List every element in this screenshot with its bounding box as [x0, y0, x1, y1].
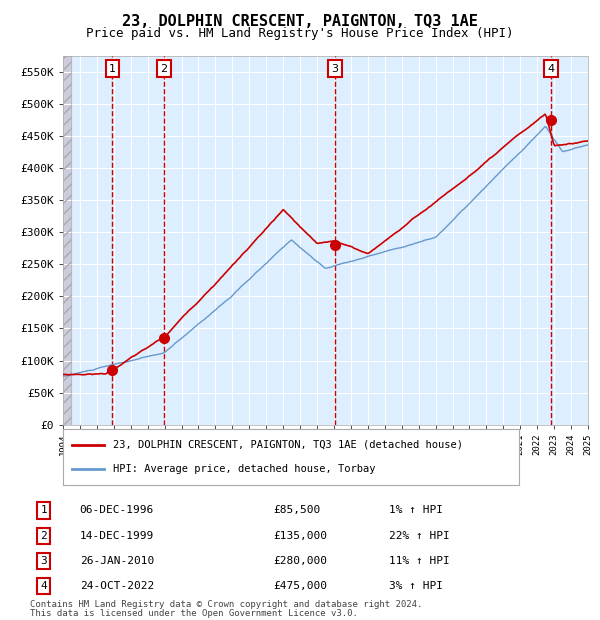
- Text: £280,000: £280,000: [273, 556, 327, 566]
- Text: 06-DEC-1996: 06-DEC-1996: [80, 505, 154, 515]
- Text: 26-JAN-2010: 26-JAN-2010: [80, 556, 154, 566]
- Text: 22% ↑ HPI: 22% ↑ HPI: [389, 531, 449, 541]
- Text: £475,000: £475,000: [273, 581, 327, 591]
- Text: 4: 4: [40, 581, 47, 591]
- Text: 2: 2: [40, 531, 47, 541]
- Text: Price paid vs. HM Land Registry's House Price Index (HPI): Price paid vs. HM Land Registry's House …: [86, 27, 514, 40]
- Text: 1% ↑ HPI: 1% ↑ HPI: [389, 505, 443, 515]
- Text: 3: 3: [40, 556, 47, 566]
- Bar: [63, 56, 71, 425]
- Text: 11% ↑ HPI: 11% ↑ HPI: [389, 556, 449, 566]
- Text: 1: 1: [109, 64, 116, 74]
- Text: 3: 3: [332, 64, 338, 74]
- Text: 1: 1: [40, 505, 47, 515]
- Text: 24-OCT-2022: 24-OCT-2022: [80, 581, 154, 591]
- Text: 14-DEC-1999: 14-DEC-1999: [80, 531, 154, 541]
- Text: 23, DOLPHIN CRESCENT, PAIGNTON, TQ3 1AE (detached house): 23, DOLPHIN CRESCENT, PAIGNTON, TQ3 1AE …: [113, 440, 463, 450]
- Text: 3% ↑ HPI: 3% ↑ HPI: [389, 581, 443, 591]
- Text: £85,500: £85,500: [273, 505, 320, 515]
- Text: 4: 4: [547, 64, 554, 74]
- Text: Contains HM Land Registry data © Crown copyright and database right 2024.: Contains HM Land Registry data © Crown c…: [30, 600, 422, 609]
- Text: £135,000: £135,000: [273, 531, 327, 541]
- Text: 2: 2: [160, 64, 167, 74]
- Text: This data is licensed under the Open Government Licence v3.0.: This data is licensed under the Open Gov…: [30, 608, 358, 618]
- Text: HPI: Average price, detached house, Torbay: HPI: Average price, detached house, Torb…: [113, 464, 376, 474]
- Text: 23, DOLPHIN CRESCENT, PAIGNTON, TQ3 1AE: 23, DOLPHIN CRESCENT, PAIGNTON, TQ3 1AE: [122, 14, 478, 29]
